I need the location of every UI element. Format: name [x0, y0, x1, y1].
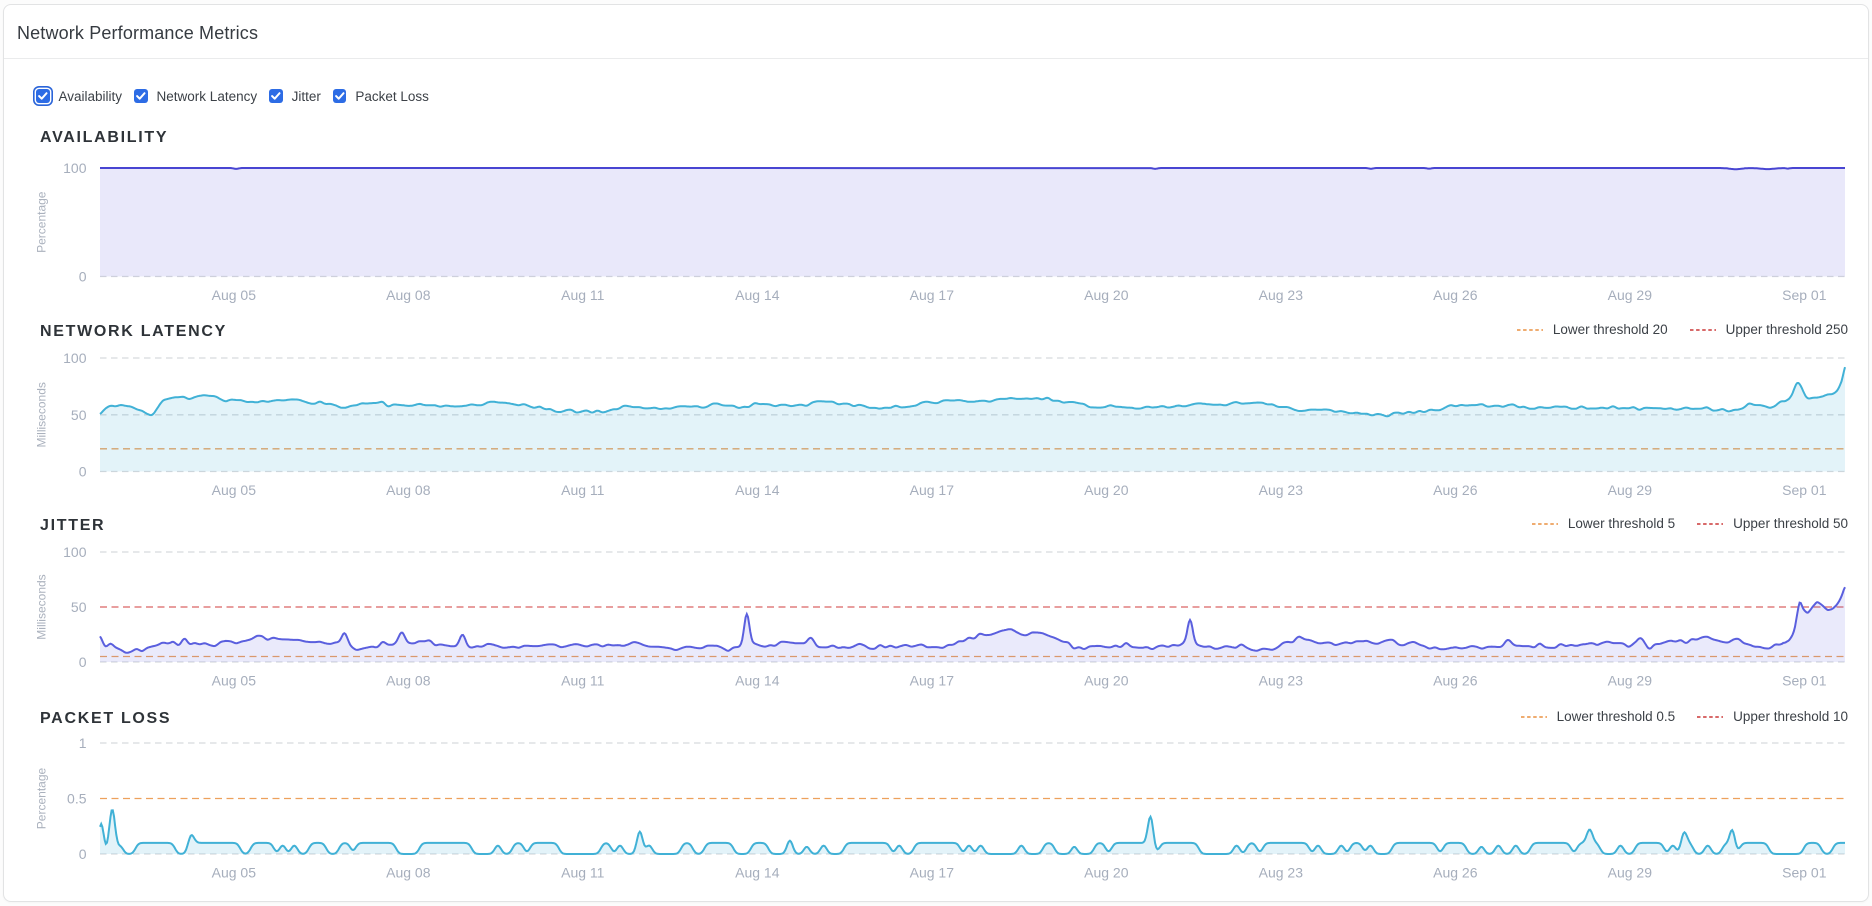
svg-text:Aug 11: Aug 11 [561, 287, 605, 303]
svg-text:Aug 17: Aug 17 [910, 482, 955, 498]
svg-text:Aug 26: Aug 26 [1433, 482, 1478, 498]
svg-text:Milliseconds: Milliseconds [35, 574, 49, 639]
svg-text:Aug 05: Aug 05 [212, 287, 257, 303]
svg-text:Aug 08: Aug 08 [386, 673, 431, 689]
svg-text:Aug 05: Aug 05 [212, 482, 257, 498]
svg-text:0: 0 [79, 654, 87, 670]
svg-text:Aug 08: Aug 08 [386, 287, 431, 303]
svg-text:Milliseconds: Milliseconds [35, 382, 49, 447]
svg-text:0: 0 [79, 846, 87, 862]
svg-text:Aug 11: Aug 11 [561, 673, 605, 689]
svg-text:Aug 23: Aug 23 [1259, 482, 1304, 498]
svg-text:Aug 14: Aug 14 [735, 287, 780, 303]
svg-text:Aug 08: Aug 08 [386, 865, 431, 881]
svg-text:Aug 14: Aug 14 [735, 482, 780, 498]
svg-text:Aug 29: Aug 29 [1608, 673, 1653, 689]
svg-text:Aug 29: Aug 29 [1608, 865, 1653, 881]
svg-text:Aug 20: Aug 20 [1084, 287, 1129, 303]
svg-text:Aug 29: Aug 29 [1608, 287, 1653, 303]
svg-text:0: 0 [79, 269, 87, 285]
svg-text:Sep 01: Sep 01 [1782, 287, 1827, 303]
svg-text:Aug 05: Aug 05 [212, 865, 257, 881]
svg-text:0.5: 0.5 [67, 791, 87, 807]
svg-text:Aug 08: Aug 08 [386, 482, 431, 498]
svg-text:100: 100 [63, 160, 87, 176]
svg-text:Percentage: Percentage [35, 191, 49, 253]
svg-text:Aug 05: Aug 05 [212, 673, 257, 689]
svg-text:Aug 26: Aug 26 [1433, 865, 1478, 881]
svg-text:Aug 23: Aug 23 [1259, 865, 1304, 881]
svg-text:Aug 23: Aug 23 [1259, 287, 1304, 303]
svg-text:50: 50 [71, 407, 87, 423]
svg-text:Aug 26: Aug 26 [1433, 287, 1478, 303]
svg-text:Aug 26: Aug 26 [1433, 673, 1478, 689]
svg-text:Aug 20: Aug 20 [1084, 673, 1129, 689]
svg-text:Sep 01: Sep 01 [1782, 865, 1827, 881]
svg-text:Aug 14: Aug 14 [735, 673, 780, 689]
svg-text:Aug 17: Aug 17 [910, 673, 955, 689]
svg-text:Percentage: Percentage [35, 767, 49, 829]
svg-text:Sep 01: Sep 01 [1782, 482, 1827, 498]
svg-text:Aug 11: Aug 11 [561, 482, 605, 498]
svg-text:50: 50 [71, 599, 87, 615]
svg-text:100: 100 [63, 544, 87, 560]
svg-text:1: 1 [79, 735, 87, 751]
svg-text:Aug 20: Aug 20 [1084, 865, 1129, 881]
svg-text:Aug 23: Aug 23 [1259, 673, 1304, 689]
svg-text:Aug 20: Aug 20 [1084, 482, 1129, 498]
svg-text:Aug 11: Aug 11 [561, 865, 605, 881]
svg-text:Sep 01: Sep 01 [1782, 673, 1827, 689]
svg-text:100: 100 [63, 350, 87, 366]
svg-text:0: 0 [79, 464, 87, 480]
svg-text:Aug 29: Aug 29 [1608, 482, 1653, 498]
svg-text:Aug 17: Aug 17 [910, 287, 955, 303]
svg-text:Aug 14: Aug 14 [735, 865, 780, 881]
svg-text:Aug 17: Aug 17 [910, 865, 955, 881]
